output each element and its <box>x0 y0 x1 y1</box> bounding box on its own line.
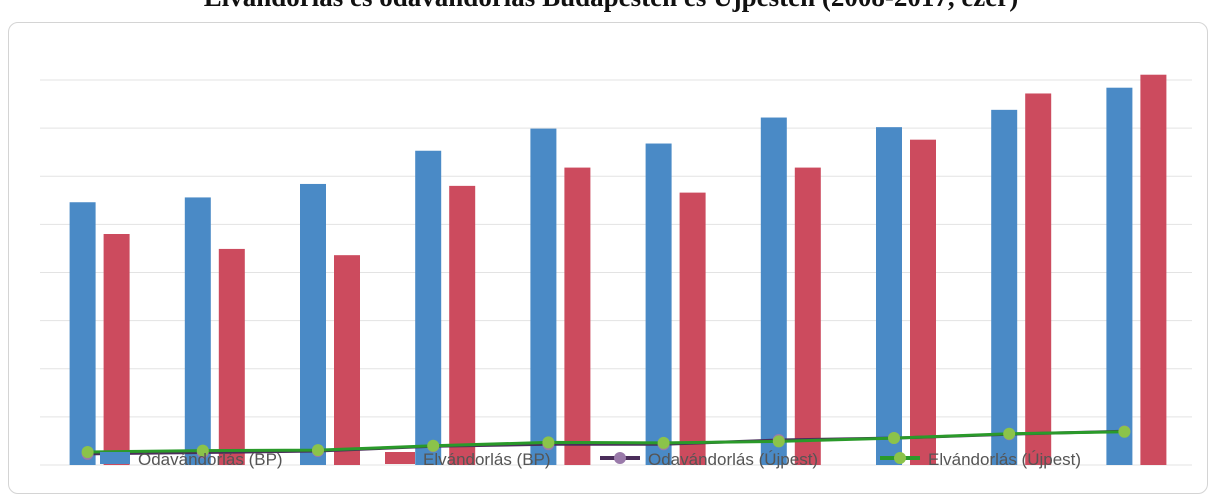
bar <box>415 150 442 465</box>
legend-swatch <box>100 452 130 464</box>
bar <box>530 128 557 465</box>
legend-label: Odavándorlás (BP) <box>138 450 283 469</box>
legend-item: Odavándorlás (BP) <box>100 450 283 469</box>
bar <box>910 139 936 466</box>
bar <box>679 192 706 466</box>
legend-label: Odavándorlás (Újpest) <box>648 450 818 469</box>
bar <box>218 248 245 465</box>
legend-label: Elvándorlás (Újpest) <box>928 450 1081 469</box>
bar <box>564 167 591 465</box>
bar <box>103 234 130 465</box>
data-point <box>196 444 209 457</box>
legend-label: Elvándorlás (BP) <box>423 450 551 469</box>
data-point <box>657 436 670 449</box>
series-line <box>87 430 1125 454</box>
chart-title: Elvándorlás és odavándorlás Budapesten é… <box>0 0 1222 13</box>
legend-item: Elvándorlás (Újpest) <box>880 450 1081 469</box>
legend: Odavándorlás (BP) Elvándorlás (BP) Odavánd… <box>100 450 1081 469</box>
line-series <box>81 425 1131 459</box>
legend-item: Elvándorlás (BP) <box>385 450 551 469</box>
legend-item: Odavándorlás (Újpest) <box>600 450 818 469</box>
data-point <box>1003 427 1016 440</box>
bar <box>1025 93 1052 465</box>
bar <box>991 109 1018 466</box>
bar <box>1106 87 1133 465</box>
bar-series <box>69 87 1133 466</box>
data-point <box>427 439 440 452</box>
bar <box>184 197 211 466</box>
bar <box>876 127 902 465</box>
bar <box>449 185 476 465</box>
bar <box>794 167 821 465</box>
gridlines <box>40 79 1192 466</box>
data-point <box>542 436 555 449</box>
legend-marker <box>894 452 906 464</box>
legend-swatch <box>385 452 415 464</box>
bar <box>300 183 326 465</box>
bar <box>1140 74 1167 466</box>
bar <box>334 255 360 465</box>
bar <box>760 117 787 465</box>
bar <box>645 143 672 465</box>
data-point <box>312 444 324 457</box>
data-point <box>81 446 94 459</box>
bar-series <box>103 74 1167 466</box>
data-point <box>888 432 900 445</box>
data-point <box>1118 425 1131 438</box>
bar <box>69 202 96 466</box>
data-point <box>772 435 785 448</box>
legend-marker <box>614 452 626 464</box>
